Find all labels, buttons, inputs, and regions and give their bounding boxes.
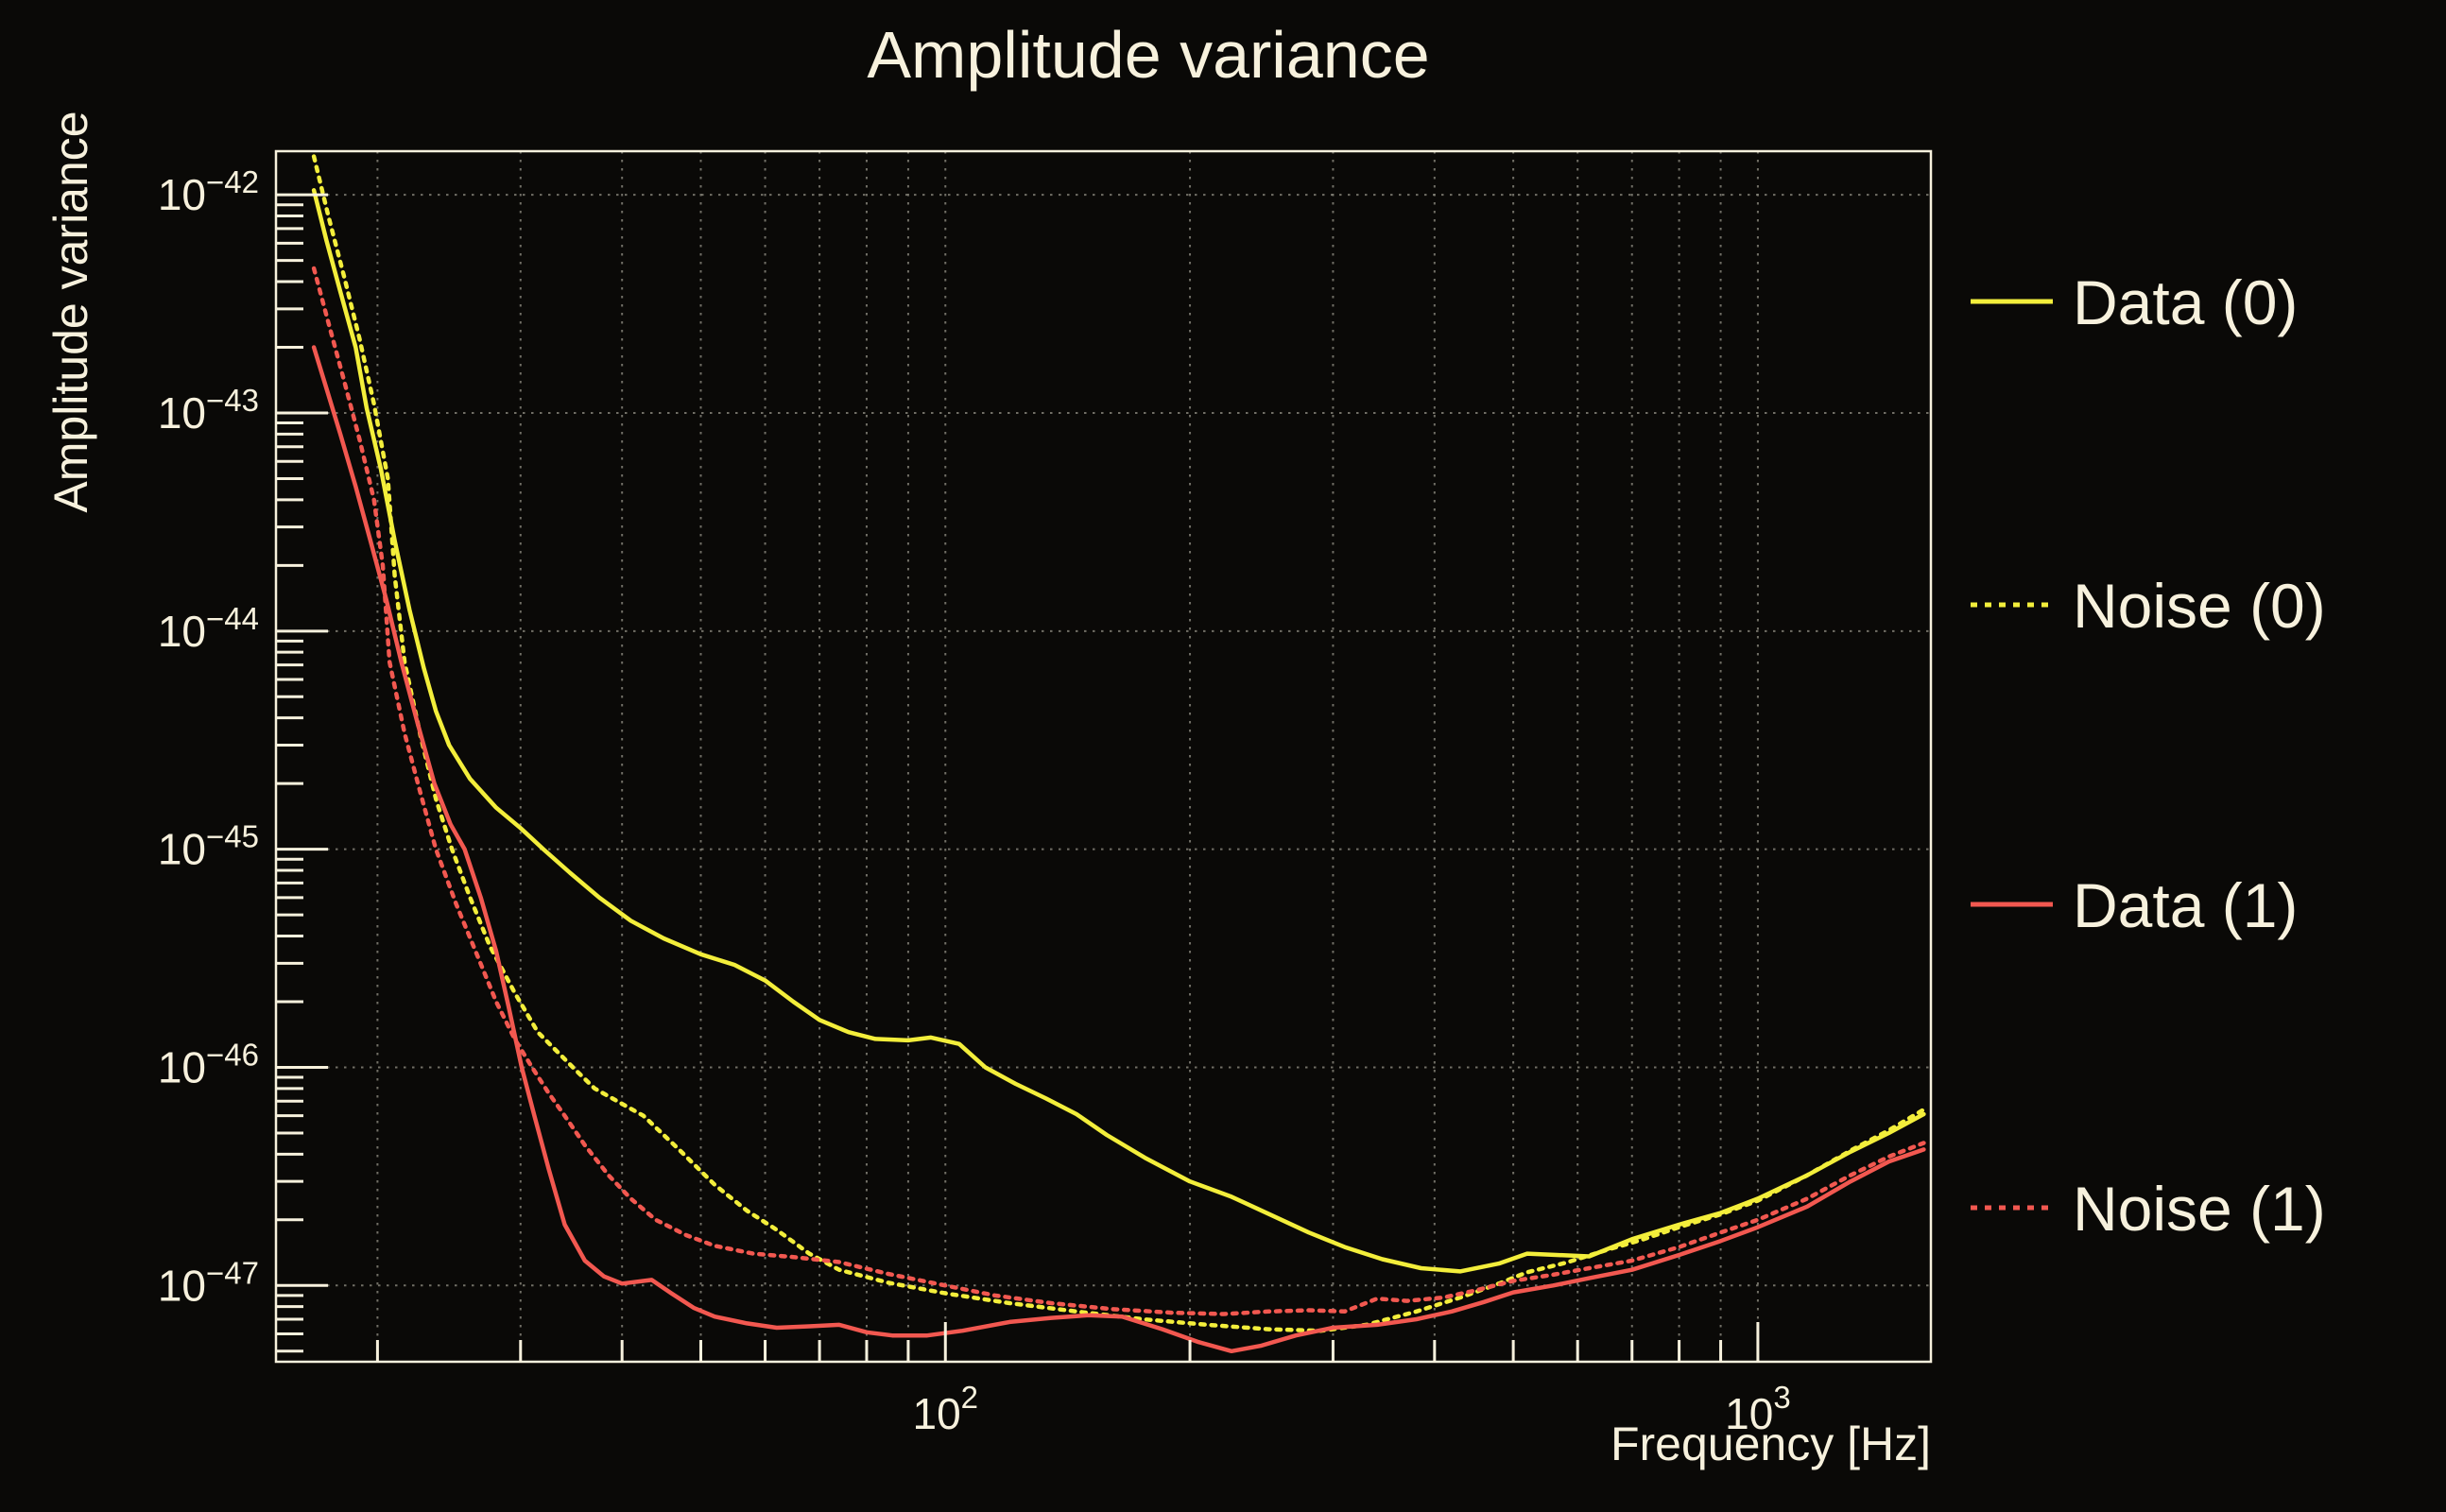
gridlines	[276, 151, 1931, 1362]
y-tick-label: 10−42	[158, 164, 259, 219]
legend: Data (0) Noise (0) Data (1) Noise (1)	[1971, 267, 2326, 1244]
y-tick-exponent: −44	[206, 601, 259, 636]
legend-label: Data (1)	[2073, 870, 2298, 940]
curve-data-1	[311, 345, 1926, 1354]
x-tick-exponent: 3	[1773, 1380, 1790, 1415]
curve-data-0	[311, 188, 1926, 1274]
y-axis-title: Amplitude variance	[44, 111, 97, 512]
legend-entry-data-1: Data (1)	[1971, 870, 2298, 940]
y-tick-base: 10	[158, 1261, 206, 1310]
x-tick-label: 102	[913, 1380, 979, 1438]
plot-frame	[274, 149, 1933, 1364]
y-tick-exponent: −42	[206, 164, 259, 199]
y-tick-base: 10	[158, 607, 206, 656]
x-tick-label: 103	[1725, 1380, 1791, 1438]
legend-entry-noise-0: Noise (0)	[1971, 571, 2326, 641]
legend-entry-noise-1: Noise (1)	[1971, 1174, 2326, 1244]
y-tick-exponent: −45	[206, 819, 259, 854]
y-tick-base: 10	[158, 1042, 206, 1091]
legend-label: Data (0)	[2073, 267, 2298, 337]
legend-entry-data-0: Data (0)	[1971, 267, 2298, 337]
legend-label: Noise (1)	[2073, 1174, 2326, 1244]
chart-title: Amplitude variance	[867, 18, 1429, 92]
y-tick-label: 10−47	[158, 1255, 259, 1310]
y-tick-exponent: −46	[206, 1037, 259, 1072]
y-tick-label: 10−44	[158, 601, 259, 656]
y-tick-label: 10−43	[158, 383, 259, 438]
x-tick-base: 10	[1725, 1389, 1773, 1438]
y-tick-base: 10	[158, 170, 206, 219]
data-curves	[311, 154, 1926, 1354]
curve-noise-1	[311, 266, 1926, 1316]
y-tick-exponent: −47	[206, 1255, 259, 1290]
y-tick-base: 10	[158, 825, 206, 874]
x-tick-exponent: 2	[961, 1380, 978, 1415]
x-tick-base: 10	[913, 1389, 961, 1438]
y-tick-base: 10	[158, 388, 206, 438]
axes-frame	[274, 149, 1933, 1364]
y-tick-label: 10−45	[158, 819, 259, 874]
legend-label: Noise (0)	[2073, 571, 2326, 641]
y-tick-label: 10−46	[158, 1037, 259, 1091]
x-axis-title: Frequency [Hz]	[1611, 1418, 1931, 1470]
y-tick-exponent: −43	[206, 383, 259, 418]
